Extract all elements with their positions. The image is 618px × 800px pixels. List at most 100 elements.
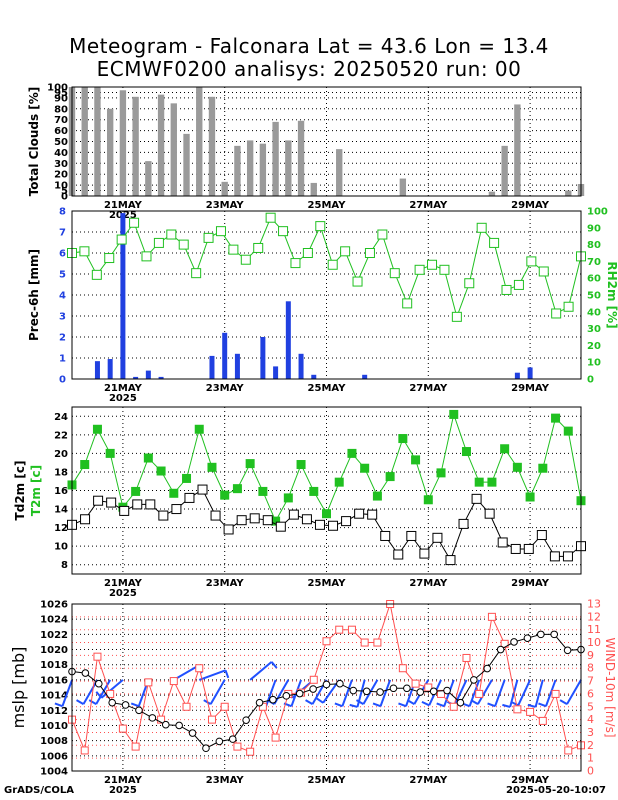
rh-point [476, 222, 487, 233]
mslp-point [282, 692, 291, 700]
mslp-point [309, 685, 317, 693]
td2m-point [458, 518, 469, 529]
y-tick-label: 2 [59, 333, 66, 344]
wind-barb [534, 679, 544, 708]
y-tick-label: 8 [59, 207, 66, 218]
rh-point [451, 311, 462, 322]
wind-barb-flag [270, 661, 278, 669]
td2m-point [301, 514, 312, 525]
td2m-point [497, 537, 508, 548]
x-tick-label: 25MAY [308, 578, 347, 589]
y2-tick-label: 2 [587, 739, 594, 752]
td2m-point [249, 513, 260, 524]
y-tick-label: 50 [54, 137, 68, 148]
wind-point [335, 625, 344, 634]
panel-frame [71, 86, 582, 197]
wind-point [131, 742, 140, 751]
cloud-bar [336, 149, 343, 196]
wind-barb-flag [470, 699, 479, 706]
y2-tick-label: 90 [587, 223, 601, 234]
t2m-point [220, 490, 230, 500]
panel-frame [71, 210, 582, 380]
y-tick-label: 1004 [40, 767, 68, 778]
rh-point [489, 237, 500, 248]
cloud-bar [221, 181, 228, 196]
td2m-point [197, 484, 208, 495]
y2-tick-label: 3 [587, 726, 594, 739]
t2m-point [385, 472, 395, 482]
mslp-point [470, 676, 478, 684]
panel-frame [71, 603, 582, 772]
wind-barb-flag [88, 699, 97, 706]
td2m-point [393, 549, 404, 560]
y-tick-label: 1016 [40, 675, 68, 686]
y2-tick-label: 9 [587, 649, 594, 662]
mslp-point [148, 714, 157, 722]
mslp-point [362, 687, 371, 696]
rh-point [414, 264, 425, 275]
wind-point [169, 677, 178, 686]
mslp-point [202, 744, 210, 753]
x-tick-label-year: 2025 [109, 393, 137, 404]
mslp-point [81, 669, 90, 677]
precip-bar [285, 301, 291, 379]
cloud-bar [157, 94, 165, 196]
rh-point [191, 268, 202, 279]
td2m-point [341, 516, 352, 527]
y-tick-label: 60 [54, 126, 68, 137]
wind-barb-flag [305, 699, 314, 706]
y-tick-label: 24 [54, 412, 68, 423]
wind-barb [100, 679, 124, 699]
y2-axis-label: WIND-10m [m/s] [603, 637, 617, 737]
y-tick-label: 1014 [40, 691, 68, 702]
wind-point [144, 678, 153, 687]
rh-point [91, 269, 102, 280]
cloud-bar [208, 96, 216, 196]
wind-barb-flag [436, 702, 445, 708]
td2m-point [419, 548, 430, 559]
cloud-bar [145, 161, 152, 196]
rh-point [315, 221, 326, 232]
t2m-point [474, 477, 484, 487]
x-tick-label: 27MAY [409, 775, 448, 786]
wind-point [513, 705, 522, 714]
y-tick-label: 1024 [40, 615, 68, 626]
rh-point [526, 256, 537, 267]
y-tick-label: 5 [61, 186, 68, 197]
y2-tick-label: 8 [587, 662, 594, 675]
t2m-point [207, 462, 217, 472]
precip-bar [209, 355, 215, 379]
wind-point [373, 638, 382, 647]
rh-point [253, 242, 264, 253]
wind-point [106, 689, 115, 698]
cloud-bar [81, 87, 88, 196]
wind-point [118, 724, 127, 733]
td2m-point [275, 521, 286, 532]
y-tick-label: 16 [54, 486, 68, 497]
wind-barb-flag [421, 700, 430, 707]
t2m-point [309, 486, 319, 496]
cloud-bar [514, 104, 521, 196]
wind-point [157, 715, 166, 724]
y-tick-label: 1006 [40, 751, 68, 762]
wind-barb [517, 679, 532, 706]
wind-barb-flag [559, 699, 568, 706]
rh-point [513, 279, 524, 290]
rh-point [402, 298, 413, 309]
precip-bar [298, 353, 304, 379]
td2m-point [288, 509, 299, 520]
x-tick-label: 23MAY [206, 200, 245, 211]
mslp-point [242, 716, 250, 724]
precip-bar [260, 337, 266, 379]
y-tick-label: 1012 [40, 706, 68, 717]
t2m-point [143, 453, 153, 463]
td2m-point [536, 530, 547, 541]
wind-barb-flag [538, 702, 547, 708]
t2m-point [525, 492, 535, 502]
td2m-point [549, 551, 560, 562]
rh-point [153, 237, 164, 248]
t2m-point [80, 460, 90, 470]
mslp-point [161, 720, 170, 729]
y2-tick-label: 0 [587, 375, 594, 386]
x-tick-label: 27MAY [409, 578, 448, 589]
